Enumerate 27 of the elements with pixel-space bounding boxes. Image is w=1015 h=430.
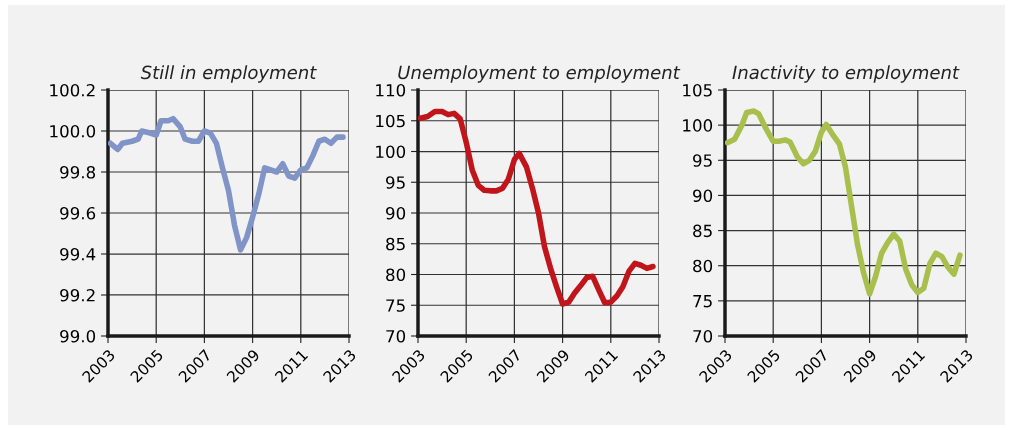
y-tick-label: 100.0 (50, 124, 96, 138)
chart-title: Inactivity to employment (732, 65, 960, 83)
y-tick-label: 90 (386, 206, 406, 220)
y-tick-label: 110 (376, 83, 406, 97)
y-tick-label: 95 (386, 176, 405, 189)
y-tick-label: 100.2 (50, 83, 95, 97)
y-tick-label: 105 (376, 114, 405, 128)
y-tick-label: 70 (693, 329, 713, 343)
y-tick-label: 95 (693, 154, 712, 167)
y-tick-label: 75 (693, 295, 712, 308)
y-tick-label: 85 (386, 237, 405, 251)
y-tick-label: 100 (376, 145, 406, 159)
y-tick-label: 99.6 (60, 206, 96, 220)
y-tick-label: 99.4 (60, 247, 96, 261)
y-tick-label: 99.0 (60, 329, 96, 343)
y-tick-label: 105 (683, 83, 712, 97)
y-tick-label: 99.8 (60, 165, 96, 179)
y-tick-label: 70 (386, 329, 406, 343)
y-tick-label: 100 (683, 119, 713, 132)
y-tick-label: 75 (386, 299, 405, 312)
y-tick-label: 80 (386, 268, 406, 282)
chart-title: Unemployment to employment (398, 65, 681, 83)
y-tick-label: 80 (693, 259, 713, 273)
y-tick-label: 90 (693, 189, 713, 202)
y-tick-label: 99.2 (60, 288, 95, 302)
y-tick-label: 85 (693, 224, 712, 238)
chart-title: Still in employment (140, 65, 317, 83)
